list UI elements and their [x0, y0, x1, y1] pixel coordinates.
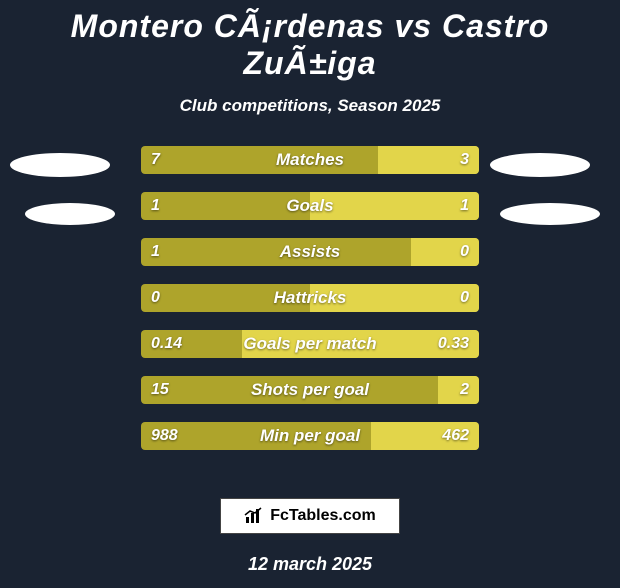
- stat-label: Shots per goal: [141, 376, 479, 404]
- page-title: Montero CÃ¡rdenas vs Castro ZuÃ±iga: [0, 8, 620, 82]
- stat-row: 7Matches3: [141, 146, 479, 174]
- subtitle: Club competitions, Season 2025: [0, 96, 620, 116]
- logo-text: FcTables.com: [270, 507, 376, 525]
- stat-value-right: 0: [460, 238, 469, 266]
- date-text: 12 march 2025: [0, 554, 620, 575]
- stat-row: 988Min per goal462: [141, 422, 479, 450]
- stat-label: Hattricks: [141, 284, 479, 312]
- stat-value-right: 3: [460, 146, 469, 174]
- stat-label: Matches: [141, 146, 479, 174]
- stat-label: Min per goal: [141, 422, 479, 450]
- stat-row: 15Shots per goal2: [141, 376, 479, 404]
- stat-value-right: 0.33: [438, 330, 469, 358]
- stat-row: 0.14Goals per match0.33: [141, 330, 479, 358]
- decorative-ellipse: [25, 203, 115, 225]
- stat-label: Goals: [141, 192, 479, 220]
- stat-row: 1Assists0: [141, 238, 479, 266]
- decorative-ellipse: [500, 203, 600, 225]
- stat-label: Goals per match: [141, 330, 479, 358]
- decorative-ellipse: [490, 153, 590, 177]
- decorative-ellipse: [10, 153, 110, 177]
- stat-value-right: 0: [460, 284, 469, 312]
- stat-value-right: 2: [460, 376, 469, 404]
- site-logo: FcTables.com: [220, 498, 400, 534]
- stat-row: 0Hattricks0: [141, 284, 479, 312]
- chart-icon: [244, 507, 264, 525]
- comparison-chart: 7Matches31Goals11Assists00Hattricks00.14…: [0, 146, 620, 476]
- stat-row: 1Goals1: [141, 192, 479, 220]
- stat-value-right: 462: [442, 422, 469, 450]
- stat-label: Assists: [141, 238, 479, 266]
- stat-value-right: 1: [460, 192, 469, 220]
